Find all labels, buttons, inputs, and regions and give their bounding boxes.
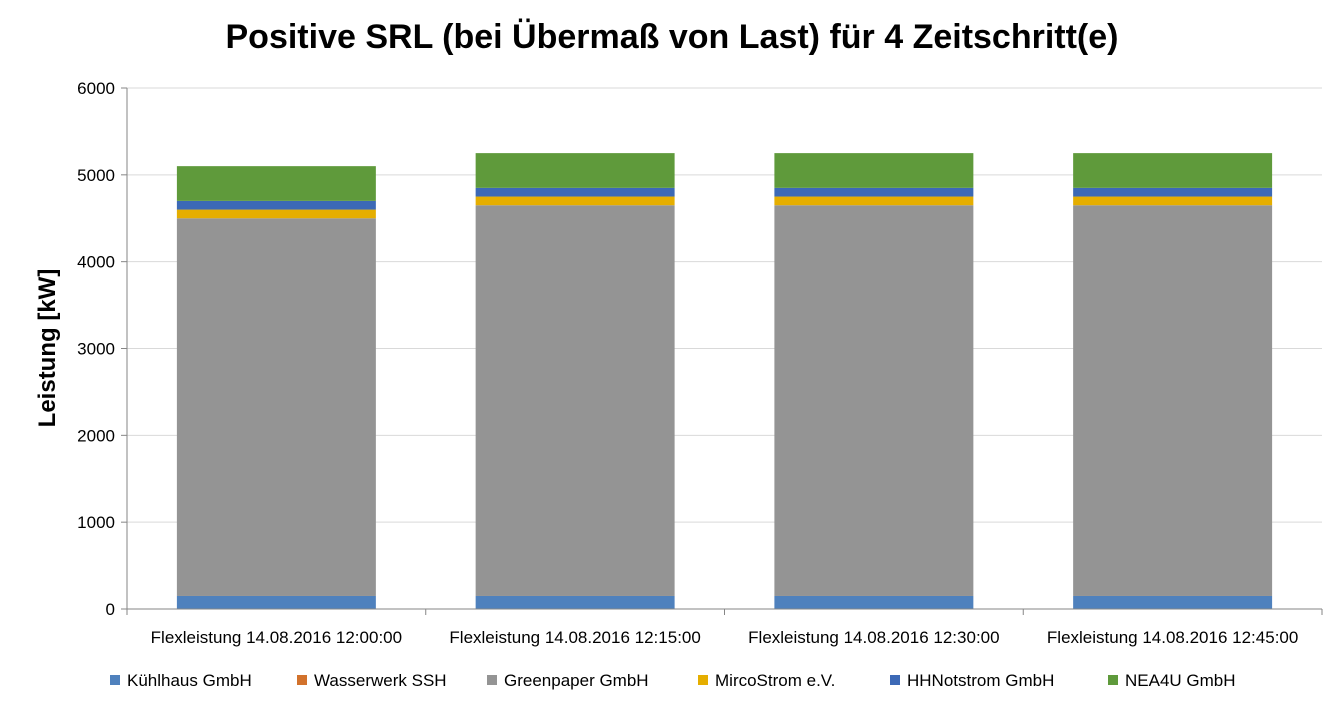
- legend-label: MircoStrom e.V.: [715, 671, 835, 690]
- bar-segment: [475, 196, 675, 206]
- y-tick-label: 2000: [77, 426, 115, 445]
- bar-segment: [475, 205, 675, 596]
- x-tick-label: Flexleistung 14.08.2016 12:15:00: [449, 628, 700, 647]
- legend-label: Greenpaper GmbH: [504, 671, 649, 690]
- legend-swatch: [487, 675, 497, 685]
- bar-segment: [176, 209, 376, 219]
- bar-segment: [1073, 196, 1273, 206]
- legend-label: HHNotstrom GmbH: [907, 671, 1054, 690]
- bar-segment: [176, 595, 376, 609]
- bar-segment: [1073, 187, 1273, 197]
- x-tick-label: Flexleistung 14.08.2016 12:00:00: [151, 628, 402, 647]
- legend-swatch: [297, 675, 307, 685]
- bar-segment: [1073, 153, 1273, 188]
- y-tick-label: 1000: [77, 513, 115, 532]
- legend-swatch: [698, 675, 708, 685]
- bar-segment: [475, 595, 675, 609]
- bar-segment: [1073, 595, 1273, 609]
- bar-segment: [475, 153, 675, 188]
- bar-segment: [176, 166, 376, 201]
- bar-segment: [1073, 205, 1273, 596]
- y-axis-label: Leistung [kW]: [34, 269, 61, 428]
- bar-segment: [475, 187, 675, 197]
- bar-segment: [176, 218, 376, 596]
- legend-swatch: [1108, 675, 1118, 685]
- bar-segment: [774, 187, 974, 197]
- axes-layer: 0 1000 2000 3000 4000 5000 6000 Flexleistung 14…: [77, 79, 1323, 647]
- bar-segment: [774, 595, 974, 609]
- legend-label: NEA4U GmbH: [1125, 671, 1236, 690]
- bars-layer: [176, 153, 1273, 609]
- x-tick-label: Flexleistung 14.08.2016 12:45:00: [1047, 628, 1298, 647]
- y-tick-label: 0: [106, 600, 115, 619]
- y-tick-label: 3000: [77, 340, 115, 359]
- legend-label: Wasserwerk SSH: [314, 671, 447, 690]
- bar-segment: [774, 153, 974, 188]
- y-tick-label: 4000: [77, 253, 115, 272]
- legend-swatch: [890, 675, 900, 685]
- bar-segment: [176, 200, 376, 210]
- legend: Kühlhaus GmbH Wasserwerk SSH Greenpaper Gm…: [110, 671, 1236, 690]
- bar-segment: [774, 205, 974, 596]
- bar-segment: [774, 196, 974, 206]
- legend-label: Kühlhaus GmbH: [127, 671, 252, 690]
- y-tick-label: 5000: [77, 166, 115, 185]
- x-tick-label: Flexleistung 14.08.2016 12:30:00: [748, 628, 999, 647]
- chart-title: Positive SRL (bei Übermaß von Last) für …: [225, 18, 1119, 56]
- legend-swatch: [110, 675, 120, 685]
- y-tick-label: 6000: [77, 79, 115, 98]
